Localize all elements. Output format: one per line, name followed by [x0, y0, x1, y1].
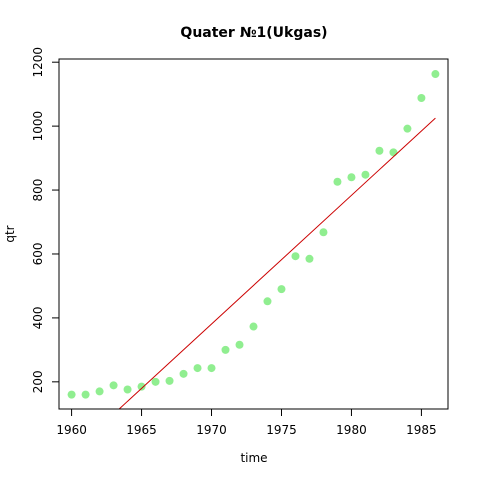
data-point	[333, 177, 342, 186]
data-point	[389, 148, 398, 157]
data-point	[361, 170, 370, 179]
data-point	[277, 285, 286, 294]
y-tick-label: 200	[31, 370, 45, 393]
x-tick-label: 1960	[56, 423, 87, 437]
data-point	[193, 364, 202, 373]
data-point	[403, 124, 412, 133]
data-point	[417, 94, 426, 102]
data-point	[431, 70, 440, 79]
y-axis-title: qtr	[3, 225, 17, 242]
data-point	[137, 382, 146, 391]
y-tick-label: 1200	[31, 47, 45, 78]
data-point	[81, 390, 90, 399]
data-point	[95, 387, 104, 396]
x-axis: 1960 1965 1970 1975 1980 1985	[56, 408, 437, 437]
data-point	[109, 381, 118, 390]
data-point	[249, 322, 258, 331]
chart-title: Quater №1(Ukgas)	[180, 25, 327, 41]
data-point	[221, 345, 230, 354]
plot-marks	[67, 70, 440, 410]
y-tick-label: 400	[31, 306, 45, 329]
y-tick-label: 1000	[31, 111, 45, 142]
data-point	[207, 364, 216, 373]
data-point	[151, 377, 160, 386]
data-point	[235, 340, 244, 349]
data-point	[165, 376, 174, 385]
data-point	[67, 390, 76, 399]
y-tick-label: 600	[31, 243, 45, 266]
data-point	[291, 252, 300, 261]
data-point	[347, 173, 356, 182]
trend-line	[118, 117, 436, 410]
x-axis-title: time	[240, 451, 267, 465]
y-axis: 200 400 600 800 1000 1200	[31, 47, 60, 393]
data-point	[375, 146, 384, 155]
x-tick-label: 1985	[406, 423, 437, 437]
data-point	[123, 385, 132, 394]
x-tick-label: 1965	[126, 423, 157, 437]
data-point	[305, 254, 314, 263]
data-point	[319, 228, 328, 237]
x-tick-label: 1980	[336, 423, 367, 437]
y-tick-label: 800	[31, 179, 45, 202]
x-tick-label: 1970	[196, 423, 227, 437]
data-point	[179, 369, 188, 378]
x-tick-label: 1975	[266, 423, 297, 437]
data-point	[263, 297, 272, 306]
